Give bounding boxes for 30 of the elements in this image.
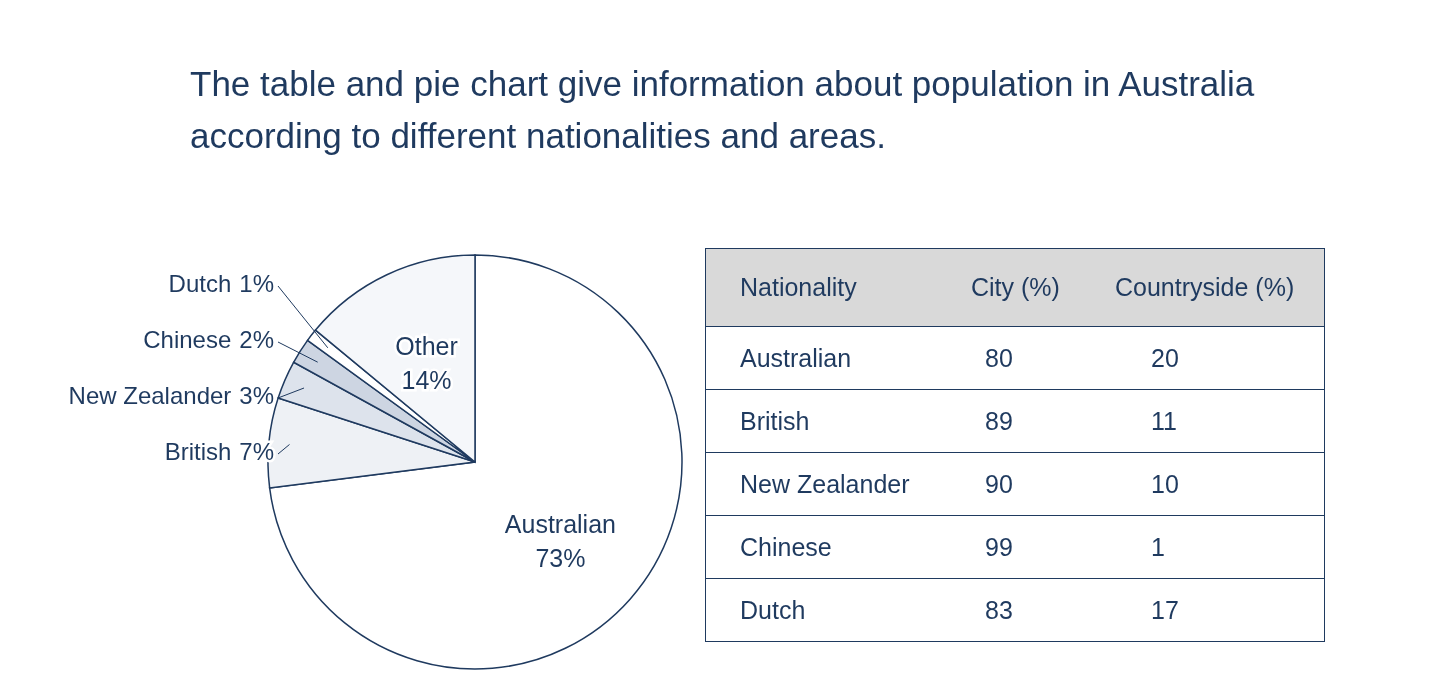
slice-label: Australian <box>504 510 616 539</box>
slice-label: Dutch <box>168 270 232 297</box>
data-label: 1 <box>1151 532 1165 562</box>
y-tick-label: Chinese <box>740 532 832 562</box>
x-tick-label: Countryside (%) <box>1115 273 1295 302</box>
data-label: 17 <box>1151 595 1179 625</box>
data-label: 11 <box>1151 406 1177 436</box>
data-label: 14% <box>401 365 452 394</box>
x-tick-label: City (%) <box>971 273 1060 302</box>
data-label: 1% <box>239 270 274 297</box>
data-label: 83 <box>985 595 1013 625</box>
y-axis-title: Nationality <box>740 273 857 302</box>
y-tick-label: Australian <box>740 343 852 373</box>
slice-label: Other <box>395 331 458 360</box>
data-label: 89 <box>985 406 1013 436</box>
data-label: 80 <box>985 343 1013 373</box>
data-label: 73% <box>535 544 586 573</box>
y-tick-label: Dutch <box>740 595 806 625</box>
y-tick-label: British <box>740 406 810 436</box>
data-label: 2% <box>239 326 274 353</box>
y-tick-label: New Zealander <box>740 469 910 499</box>
data-label: 20 <box>1151 343 1179 373</box>
chart-title: The table and pie chart give information about population in Australia according to different nationalities and areas. <box>190 63 1256 157</box>
data-label: 10 <box>1151 469 1179 499</box>
slice-label: British <box>164 438 232 465</box>
data-label: 99 <box>985 532 1013 562</box>
data-label: 3% <box>239 382 274 409</box>
slice-label: New Zealander <box>68 382 232 409</box>
slice-label: Chinese <box>143 326 232 353</box>
data-label: 90 <box>985 469 1013 499</box>
